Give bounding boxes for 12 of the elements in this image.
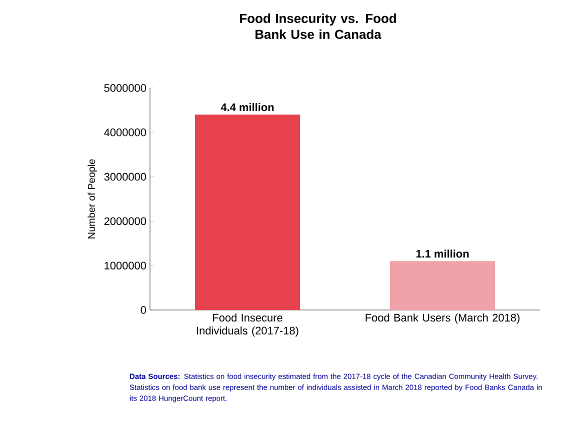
y-tick-label: 1000000 — [104, 262, 146, 270]
x-tick-label: Food Bank Users (March 2018) — [366, 314, 520, 324]
y-tick-label: 5000000 — [104, 84, 146, 92]
data-label: 4.4 million — [220, 103, 274, 112]
chart-title: Food Insecurity vs. Food Bank Use in Canada — [240, 14, 396, 39]
y-tick-label: 3000000 — [104, 172, 146, 181]
y-tick-label: 2000000 — [104, 217, 146, 226]
y-tick-label: 4000000 — [104, 128, 146, 136]
y-axis-title: Number of People — [88, 159, 97, 238]
x-tick-label: Food Insecure Individuals (2017-18) — [197, 314, 298, 337]
y-tick-label: 0 — [140, 306, 146, 314]
data-label: 1.1 million — [416, 250, 469, 258]
